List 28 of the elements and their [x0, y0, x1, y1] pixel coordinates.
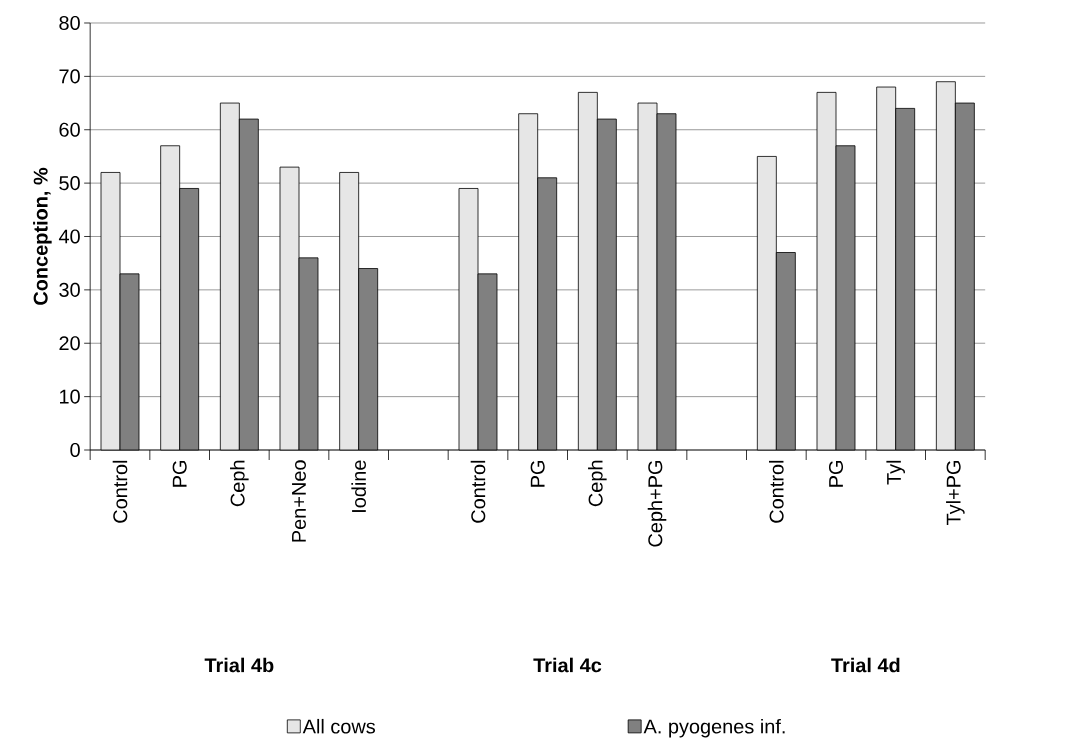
- y-tick-label: 60: [59, 122, 80, 137]
- x-tick-label: Iodine: [351, 460, 366, 512]
- y-axis-title: Conception, %: [33, 167, 52, 305]
- y-tick-label: 10: [60, 389, 80, 404]
- x-tick-label: Ceph+PG: [647, 461, 667, 547]
- x-tick-label: Pen+Neo: [292, 460, 306, 542]
- y-tick-label: 80: [59, 15, 80, 31]
- text: Trial 4b: [204, 657, 274, 673]
- x-tick-label: Tyl+PG: [946, 461, 965, 525]
- x-tick-label: Ceph: [588, 460, 607, 507]
- x-tick-label: PG: [530, 461, 545, 487]
- x-tick-label: PG: [828, 461, 844, 487]
- legend-label: A. pyogenes inf.: [643, 718, 785, 738]
- y-tick-label: 40: [58, 229, 80, 244]
- y-tick-label: 0: [70, 442, 80, 458]
- x-tick-label: Ceph: [230, 460, 249, 507]
- x-tick-label: Control: [769, 460, 784, 523]
- text: Trial 4c: [533, 657, 602, 673]
- x-tick-label: Tyl: [886, 460, 905, 485]
- text: Trial 4d: [831, 657, 900, 673]
- x-tick-label: Control: [112, 460, 128, 523]
- y-tick-label: 30: [59, 282, 80, 297]
- x-tick-label: Control: [470, 460, 486, 523]
- legend-label: All cows: [302, 718, 376, 734]
- x-tick-label: PG: [172, 461, 187, 487]
- y-tick-label: 20: [59, 336, 80, 351]
- y-tick-label: 50: [59, 176, 80, 191]
- y-tick-label: 70: [59, 69, 80, 84]
